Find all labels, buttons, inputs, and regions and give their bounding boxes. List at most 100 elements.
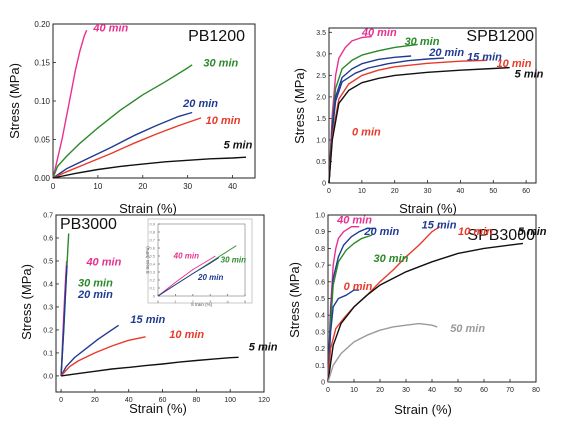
y-tick-label: 0.3 — [43, 304, 53, 311]
curve-label: 5 min — [518, 226, 547, 238]
chart-title: SPB3000 — [467, 227, 535, 244]
x-tick-label: 0 — [59, 397, 63, 404]
series-line-15-min — [60, 324, 119, 377]
x-axis-label: Strain (%) — [119, 201, 177, 216]
x-tick-label: 4 — [226, 299, 229, 304]
x-tick-label: 1 — [174, 299, 177, 304]
x-tick-label: 2 — [192, 299, 195, 304]
x-tick-label: 20 — [391, 188, 399, 195]
x-tick-label: 3 — [209, 299, 212, 304]
plot-frame — [52, 23, 256, 179]
y-tick-label: 0.7 — [43, 212, 53, 219]
y-tick-label: 0 — [153, 293, 156, 298]
series-line-20-min — [60, 265, 68, 376]
curve-label: 10 min — [206, 115, 241, 127]
series-line-40-min — [157, 255, 216, 297]
inset-plot: 0 1 2 3 4 5 0 0.1 0.2 0.3 0.4 0.5 0.6 0.7 0.8 0.9 40 min… — [145, 221, 247, 307]
curve-label: 50 min — [450, 323, 485, 335]
x-tick-label: 70 — [506, 387, 514, 394]
series-line-15-min — [328, 57, 445, 184]
series-line-10-min — [52, 117, 202, 179]
curve-label: 20 min — [77, 289, 113, 301]
series-line-20-min — [157, 257, 220, 297]
series-line-15-min — [327, 289, 360, 383]
curve-label: 0 min — [344, 281, 373, 293]
x-tick-label: 100 — [224, 397, 236, 404]
y-tick-label: 0.9 — [315, 229, 325, 236]
y-tick-label: 0.10 — [34, 97, 50, 106]
y-tick-label: 0.6 — [43, 235, 53, 242]
curve-label: 5 min — [224, 140, 253, 152]
y-tick-label: 3.0 — [316, 51, 326, 58]
curve-label: 20 min — [197, 273, 223, 282]
x-axis-label: Strain (%) — [129, 401, 187, 416]
curve-label: 15 min — [422, 219, 457, 231]
y-tick-label: 0.5 — [149, 253, 155, 258]
y-tick-label: 0.9 — [149, 221, 155, 226]
x-tick-label: 40 — [428, 387, 436, 394]
curve-label: 40 min — [361, 27, 397, 39]
x-tick-label: 0 — [157, 299, 160, 304]
y-tick-label: 0.0 — [43, 373, 53, 380]
x-tick-label: 60 — [522, 188, 530, 195]
x-axis-label: Strain (%) — [399, 201, 457, 216]
curve-label: 40 min — [336, 214, 372, 226]
x-tick-label: 30 — [402, 387, 410, 394]
y-tick-label: 0.4 — [149, 261, 155, 266]
y-tick-label: 0.20 — [34, 20, 50, 29]
curve-label: 30 min — [221, 255, 246, 264]
x-tick-label: 80 — [532, 387, 540, 394]
y-tick-label: 0.8 — [315, 246, 325, 253]
series-line-10-min — [60, 336, 146, 377]
y-axis-label: Stress (MPa) — [287, 262, 302, 338]
y-tick-label: 0.6 — [149, 245, 155, 250]
y-tick-label: 0.2 — [315, 346, 325, 353]
series-line-40-min — [52, 29, 88, 179]
y-tick-label: 0.5 — [315, 296, 325, 303]
series-line-5-min — [327, 242, 524, 383]
x-axis-label: Strain (%) — [394, 402, 452, 417]
y-tick-label: 1.5 — [316, 116, 326, 123]
series-line-5-min — [328, 66, 510, 184]
curve-label: 40 min — [85, 257, 121, 269]
y-tick-label: 0.1 — [149, 285, 155, 290]
plot-frame — [55, 214, 265, 393]
y-tick-label: 0.1 — [315, 363, 325, 370]
x-tick-label: 10 — [93, 182, 102, 191]
y-tick-label: 0.3 — [149, 269, 155, 274]
x-tick-label: 60 — [159, 397, 167, 404]
curve-label: 30 min — [405, 36, 440, 48]
y-tick-label: 0.4 — [43, 281, 53, 288]
chart-title: PB1200 — [188, 28, 245, 45]
curve-label: 5 min — [249, 342, 278, 354]
series-line-20-min — [52, 111, 193, 179]
y-tick-label: 3.5 — [316, 30, 326, 37]
y-tick-label: 0.8 — [149, 229, 155, 234]
x-tick-label: 0 — [326, 387, 330, 394]
x-tick-label: 80 — [192, 397, 200, 404]
curve-label: 30 min — [203, 57, 238, 69]
inset-x-axis-label: S train (%) — [191, 302, 213, 307]
curve-label: 15 min — [467, 51, 502, 63]
series-line-10-min — [327, 226, 441, 383]
y-tick-label: 0 — [321, 379, 325, 386]
y-axis-label: Stress (MPa) — [7, 63, 22, 139]
x-tick-label: 30 — [424, 188, 432, 195]
series-line-30-min — [327, 234, 373, 383]
y-tick-label: 0.5 — [316, 159, 326, 166]
curve-label: 10 min — [169, 329, 204, 341]
x-tick-label: 50 — [454, 387, 462, 394]
curve-label: 0 min — [352, 127, 381, 139]
x-tick-label: 60 — [480, 387, 488, 394]
y-tick-label: 0.2 — [149, 277, 155, 282]
y-tick-label: 0.3 — [315, 329, 325, 336]
y-tick-label: 0.15 — [34, 58, 50, 67]
x-tick-label: 40 — [125, 397, 133, 404]
chart-title: PB3000 — [60, 216, 117, 233]
x-tick-label: 120 — [258, 397, 270, 404]
series-line-10-min — [328, 59, 487, 184]
panel-pb1200: PB1200 Strain (%) Stress (MPa) 0 10 20 30 40… — [7, 20, 256, 216]
x-tick-label: 10 — [358, 188, 366, 195]
y-tick-label: 0.05 — [34, 135, 50, 144]
y-axis-label: Stress (MPa) — [19, 264, 34, 340]
